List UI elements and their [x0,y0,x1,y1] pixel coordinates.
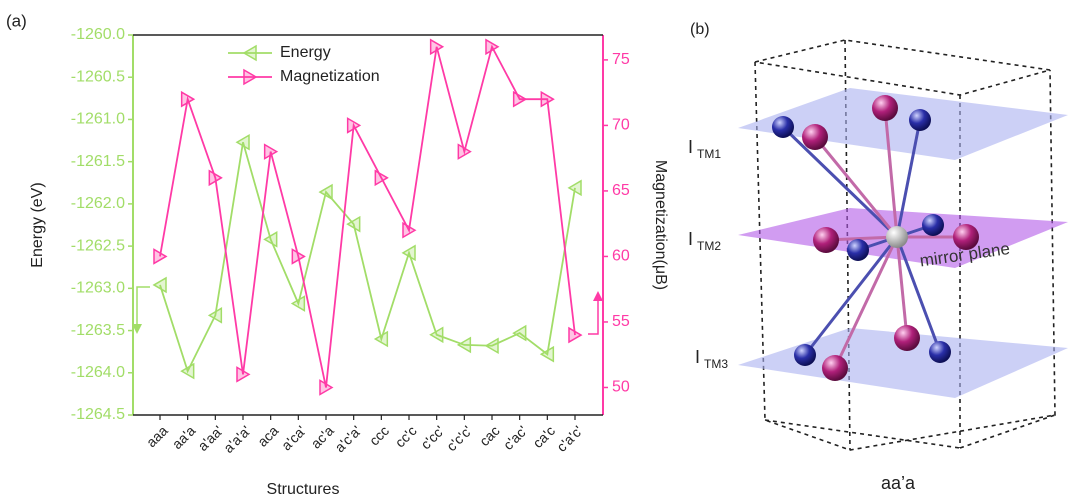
layer-symbol: I [688,229,693,249]
data-point [235,133,250,151]
data-point [318,183,333,201]
data-point [263,231,278,248]
series-line [159,141,576,374]
data-point [456,336,472,354]
data-point [152,276,167,294]
y-axis-title: Energy (eV) [29,182,46,267]
y-tick-label: -1261.0 [71,111,125,128]
data-point [346,215,361,233]
axis-arrow-head [593,291,603,301]
axis-arrow [136,286,150,326]
y-tick-label: -1264.0 [71,364,125,381]
data-point [539,345,555,363]
x-tick-label: a'a'a' [220,422,254,456]
y-tick-label: -1260.5 [71,68,125,85]
data-point [236,366,251,383]
legend-marker [242,44,257,62]
data-point [457,143,472,160]
y-tick-label: -1260.0 [71,26,125,43]
data-point [263,143,279,160]
layer-symbol: I [688,137,693,157]
data-point [319,379,334,396]
data-point [512,90,528,108]
legend-marker [243,68,258,86]
y2-tick-label: 65 [612,182,630,199]
data-point [540,90,555,108]
layer-plane [738,328,1068,398]
y2-axis-title: Magnetization(μB) [652,160,669,290]
y2-tick-label: 55 [612,313,630,330]
data-point [401,244,416,262]
legend-label: Energy [280,44,331,61]
legend-label: Magnetization [280,68,380,85]
data-point [429,38,445,56]
data-point [568,326,583,344]
x-tick-label: aa'a [169,422,199,452]
layer-subscript: TM2 [697,239,721,253]
panel-label: (b) [690,21,710,38]
y-tick-label: -1263.0 [71,280,125,297]
y2-tick-label: 70 [612,117,630,134]
y2-tick-label: 60 [612,248,630,265]
data-point [180,362,195,380]
x-tick-label: a'c'a' [331,422,364,455]
layer-plane [738,88,1068,160]
data-point [180,90,196,108]
y-tick-label: -1264.5 [71,406,125,423]
x-tick-label: c'a'c' [553,422,585,454]
data-point [512,324,527,342]
x-tick-label: aaa [143,422,171,450]
x-axis-title: Structures [267,481,340,498]
data-point [208,169,223,187]
x-tick-label: a'ca' [278,422,309,453]
atoms [772,95,979,381]
data-point [567,179,582,197]
series-line [159,44,576,388]
caption: aa’a [881,473,916,493]
data-point [484,337,499,355]
axis-arrow [588,299,599,335]
panel-label: (a) [6,11,27,30]
x-tick-label: c'c'c' [443,422,475,454]
y-tick-label: -1262.0 [71,195,125,212]
x-tick-label: c'cc' [417,422,447,452]
x-tick-label: ccc [366,422,392,448]
x-tick-label: a'aa' [194,422,226,454]
data-point [346,117,362,134]
y-tick-label: -1262.5 [71,237,125,254]
x-tick-label: c'ac' [500,422,531,453]
data-point [429,326,444,344]
data-point [153,248,168,265]
axis-arrow-head [132,324,142,334]
diagram: (b) mirror plane [688,21,1068,493]
data-point [374,169,389,187]
data-point [207,307,223,324]
x-tick-label: cac [476,422,503,449]
y-tick-label: -1263.5 [71,322,125,339]
layer-symbol: I [695,347,700,367]
layer-subscript: TM1 [697,147,721,161]
data-point [290,295,306,312]
layer-subscript: TM3 [704,357,728,371]
data-point [485,38,500,56]
y-tick-label: -1261.5 [71,153,125,170]
y2-tick-label: 75 [612,51,630,68]
x-tick-label: ac'a [308,422,337,451]
x-tick-label: ca'c [529,422,558,451]
y2-tick-label: 50 [612,379,630,396]
data-point [402,221,417,239]
x-tick-label: aca [254,422,281,449]
data-point [373,330,389,348]
data-point [291,248,306,265]
x-tick-label: cc'c [392,422,420,450]
